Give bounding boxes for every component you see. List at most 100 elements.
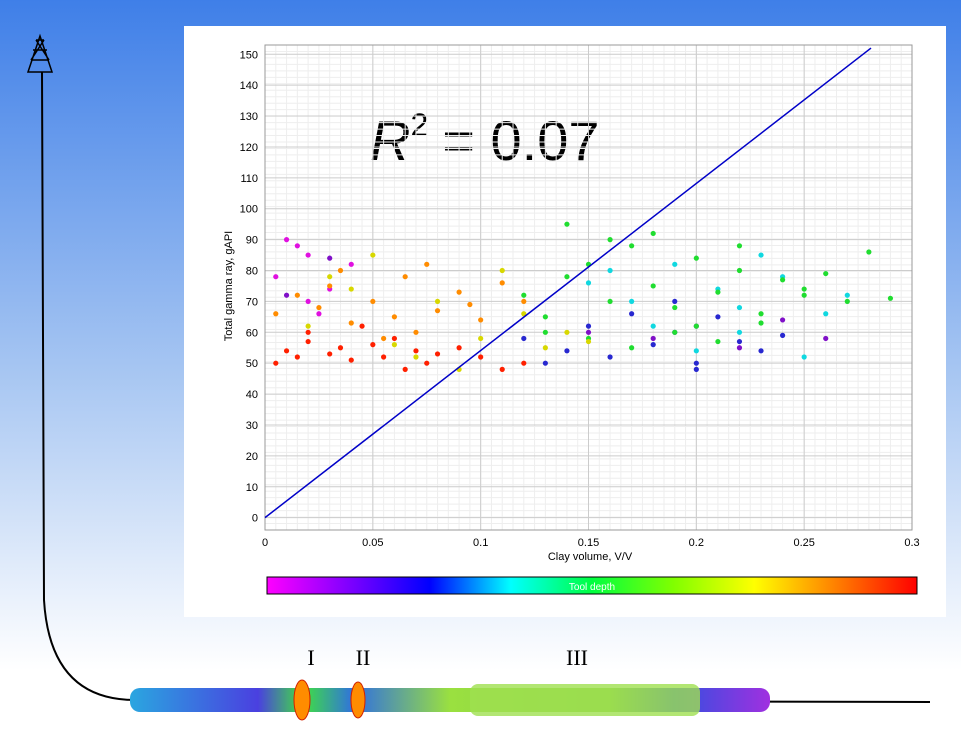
point bbox=[780, 332, 786, 338]
point bbox=[672, 304, 678, 311]
y-tick-label: 0 bbox=[252, 513, 258, 525]
zone-label: III bbox=[566, 645, 588, 670]
point bbox=[305, 329, 311, 335]
x-axis-label: Clay volume, V/V bbox=[548, 551, 633, 563]
point bbox=[434, 298, 441, 305]
point bbox=[478, 354, 484, 360]
point bbox=[478, 317, 484, 323]
point bbox=[650, 230, 656, 237]
point bbox=[348, 320, 354, 326]
point bbox=[370, 298, 376, 305]
point bbox=[629, 345, 635, 351]
y-tick-label: 150 bbox=[240, 49, 258, 61]
point bbox=[585, 323, 592, 329]
point bbox=[736, 329, 743, 335]
y-tick-label: 140 bbox=[240, 80, 258, 92]
zone-label: II bbox=[356, 645, 371, 670]
point bbox=[564, 221, 570, 227]
point bbox=[887, 295, 894, 301]
point bbox=[521, 292, 527, 298]
point bbox=[801, 286, 807, 292]
point bbox=[273, 360, 279, 366]
point bbox=[823, 311, 829, 317]
point bbox=[542, 314, 548, 320]
point bbox=[305, 298, 311, 305]
point bbox=[273, 311, 279, 317]
point bbox=[327, 274, 333, 280]
point bbox=[370, 342, 376, 348]
point bbox=[359, 323, 365, 329]
point bbox=[693, 366, 699, 372]
point bbox=[736, 345, 743, 351]
annotation: R2 = 0.07 bbox=[370, 107, 600, 172]
y-axis-label: Total gamma ray, gAPI bbox=[223, 231, 235, 341]
y-tick-label: 110 bbox=[240, 173, 258, 185]
point bbox=[327, 351, 333, 357]
point bbox=[780, 317, 786, 323]
point bbox=[294, 243, 300, 249]
point bbox=[607, 354, 613, 360]
point bbox=[672, 298, 678, 305]
well-zone bbox=[293, 679, 311, 721]
y-tick-label: 90 bbox=[246, 235, 258, 247]
zone-label: I bbox=[307, 645, 314, 670]
well-zone bbox=[350, 681, 366, 719]
x-tick-label: 0.1 bbox=[473, 537, 488, 549]
derrick bbox=[26, 33, 54, 73]
point bbox=[866, 249, 872, 255]
point bbox=[823, 270, 829, 277]
point bbox=[607, 237, 613, 243]
point bbox=[499, 366, 505, 372]
point bbox=[672, 329, 678, 335]
point bbox=[456, 345, 462, 351]
point bbox=[693, 255, 699, 261]
point bbox=[758, 348, 764, 354]
point bbox=[823, 335, 829, 342]
point bbox=[564, 329, 570, 335]
point bbox=[650, 342, 656, 348]
point bbox=[413, 329, 419, 335]
point bbox=[672, 261, 678, 267]
annotation-sup: 2 bbox=[410, 107, 428, 143]
x-tick-label: 0.3 bbox=[904, 537, 919, 549]
point bbox=[348, 261, 354, 267]
point bbox=[650, 283, 656, 289]
point bbox=[337, 345, 344, 351]
point bbox=[801, 292, 807, 298]
point bbox=[499, 280, 505, 286]
point bbox=[542, 345, 548, 351]
y-tick-label: 20 bbox=[246, 451, 258, 463]
point bbox=[758, 311, 764, 317]
y-tick-label: 50 bbox=[246, 358, 258, 370]
chart-panel bbox=[184, 26, 946, 617]
point bbox=[305, 323, 311, 329]
well-trajectory bbox=[41, 71, 931, 703]
point bbox=[542, 329, 548, 335]
point bbox=[327, 283, 333, 289]
point bbox=[413, 348, 419, 354]
point bbox=[467, 301, 473, 308]
point bbox=[521, 360, 527, 366]
point bbox=[521, 298, 527, 305]
point bbox=[736, 267, 743, 274]
point bbox=[327, 255, 333, 261]
y-tick-label: 120 bbox=[240, 142, 258, 154]
point bbox=[391, 342, 397, 348]
point bbox=[693, 360, 699, 366]
y-tick-label: 30 bbox=[246, 420, 258, 432]
y-tick-label: 70 bbox=[246, 296, 258, 308]
point bbox=[844, 292, 850, 298]
point bbox=[305, 252, 311, 258]
point bbox=[736, 304, 743, 311]
point bbox=[693, 348, 699, 354]
point bbox=[316, 311, 322, 317]
point bbox=[801, 354, 807, 360]
point bbox=[542, 360, 548, 366]
y-tick-label: 100 bbox=[240, 204, 258, 216]
point bbox=[758, 252, 764, 258]
point bbox=[294, 292, 300, 298]
point bbox=[564, 274, 570, 280]
point bbox=[564, 348, 570, 354]
plot-frame bbox=[264, 44, 913, 531]
point bbox=[370, 252, 376, 258]
